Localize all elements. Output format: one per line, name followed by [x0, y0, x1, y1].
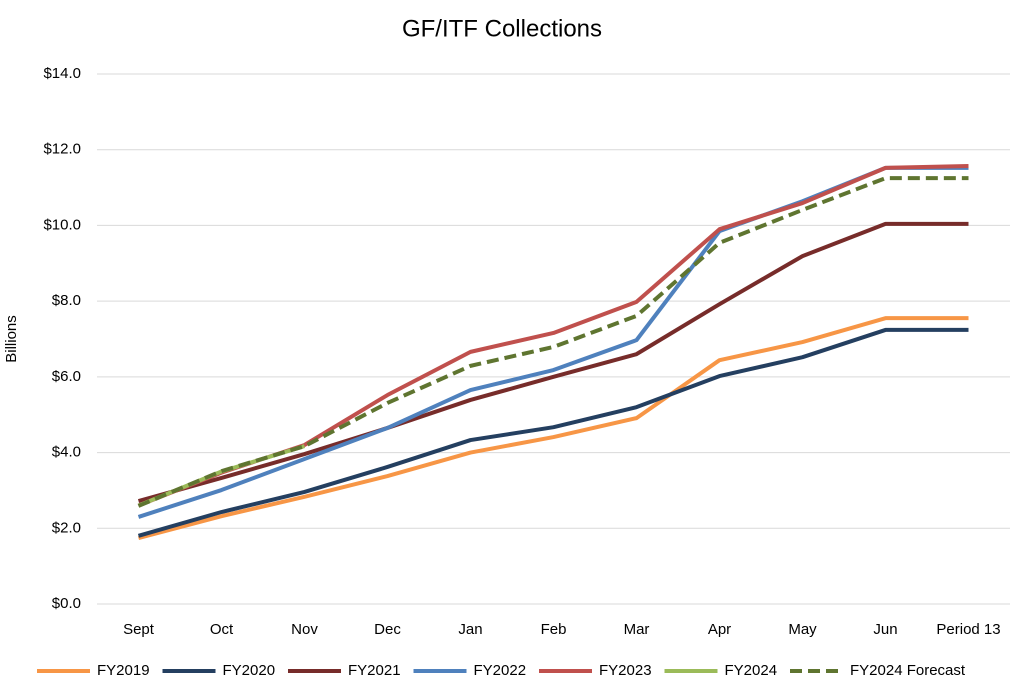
x-tick-label: Sept	[123, 621, 155, 638]
x-tick-label: Feb	[541, 621, 567, 638]
y-tick-label: $8.0	[52, 292, 81, 309]
y-tick-label: $2.0	[52, 519, 81, 536]
legend-label: FY2019	[97, 662, 150, 679]
y-tick-label: $0.0	[52, 595, 81, 612]
x-tick-label: Nov	[291, 621, 318, 638]
y-tick-label: $10.0	[43, 216, 81, 233]
y-tick-label: $6.0	[52, 368, 81, 385]
y-axis-label: Billions	[3, 315, 20, 363]
y-tick-label: $12.0	[43, 141, 81, 158]
series-line	[137, 176, 969, 508]
legend-label: FY2022	[474, 662, 527, 679]
legend-label: FY2024 Forecast	[850, 662, 966, 679]
series-line	[137, 221, 969, 503]
y-tick-label: $14.0	[43, 65, 81, 82]
series-line	[137, 327, 969, 538]
legend-label: FY2024	[725, 662, 778, 679]
x-tick-label: Apr	[708, 621, 731, 638]
legend-label: FY2023	[599, 662, 652, 679]
y-tick-label: $4.0	[52, 444, 81, 461]
x-tick-label: Mar	[624, 621, 650, 638]
x-tick-label: Oct	[210, 621, 234, 638]
x-tick-label: Jan	[458, 621, 482, 638]
series-line	[137, 316, 969, 541]
legend-label: FY2020	[223, 662, 276, 679]
x-tick-label: Dec	[374, 621, 401, 638]
x-tick-label: May	[788, 621, 817, 638]
chart-title: GF/ITF Collections	[402, 15, 602, 42]
x-tick-label: Jun	[873, 621, 897, 638]
series-line	[137, 163, 969, 508]
legend-label: FY2021	[348, 662, 401, 679]
x-tick-label: Period 13	[936, 621, 1000, 638]
